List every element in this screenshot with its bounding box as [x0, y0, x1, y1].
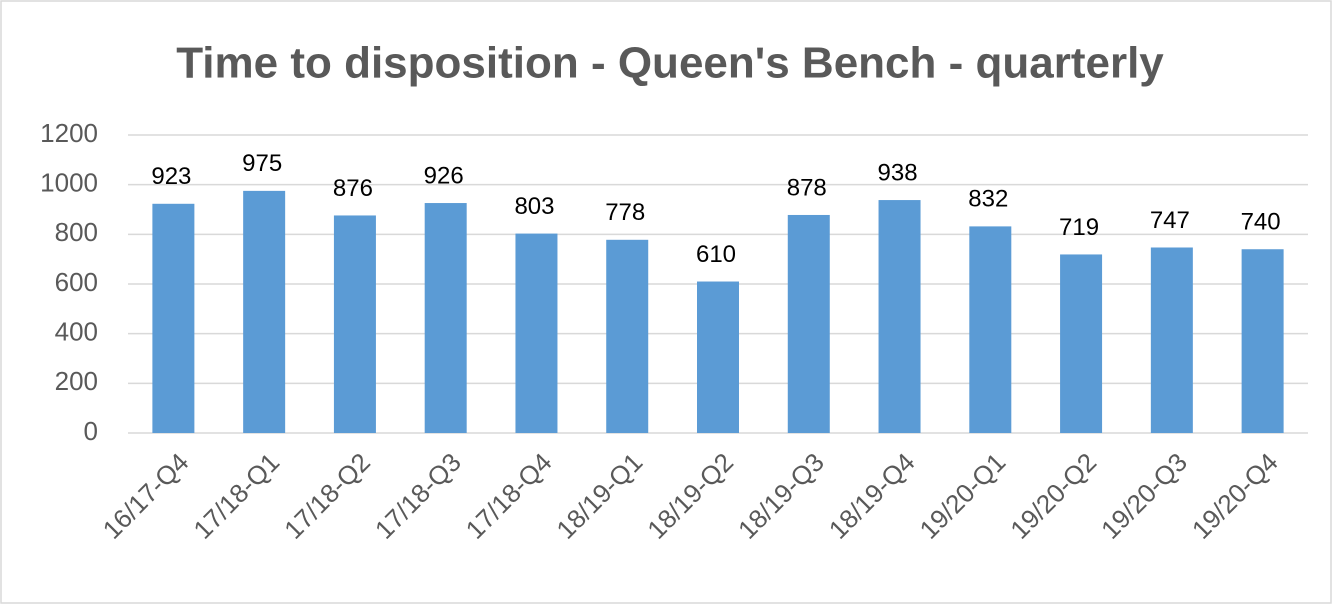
y-tick-label: 800: [55, 217, 98, 247]
data-label: 975: [242, 150, 282, 177]
data-label: 778: [605, 199, 645, 226]
bar: [515, 233, 558, 433]
chart-title: Time to disposition - Queen's Bench - qu…: [176, 39, 1164, 88]
bar: [1060, 254, 1103, 433]
data-label: 926: [424, 162, 464, 189]
bar: [1241, 249, 1284, 433]
bar: [969, 226, 1012, 433]
data-label: 740: [1241, 209, 1281, 236]
data-label: 876: [333, 175, 373, 202]
data-label: 878: [787, 174, 827, 201]
data-label: 610: [696, 241, 736, 268]
data-label: 803: [514, 193, 554, 220]
y-tick-label: 0: [84, 416, 98, 446]
bar: [878, 200, 921, 433]
y-tick-label: 600: [55, 267, 98, 297]
bar: [424, 203, 467, 433]
data-label: 747: [1150, 207, 1190, 234]
data-label: 719: [1059, 214, 1099, 241]
bar: [787, 214, 830, 433]
bar: [333, 215, 376, 433]
y-tick-label: 1200: [40, 118, 98, 148]
data-label: 938: [878, 159, 918, 186]
bar: [243, 190, 286, 433]
bar: [606, 239, 649, 433]
y-tick-label: 200: [55, 366, 98, 396]
bar: [1150, 247, 1193, 433]
data-label: 923: [151, 163, 191, 190]
bar: [697, 281, 739, 433]
bar: [152, 203, 195, 433]
data-label: 832: [968, 186, 1008, 213]
y-tick-label: 400: [55, 317, 98, 347]
y-tick-label: 1000: [40, 168, 98, 198]
